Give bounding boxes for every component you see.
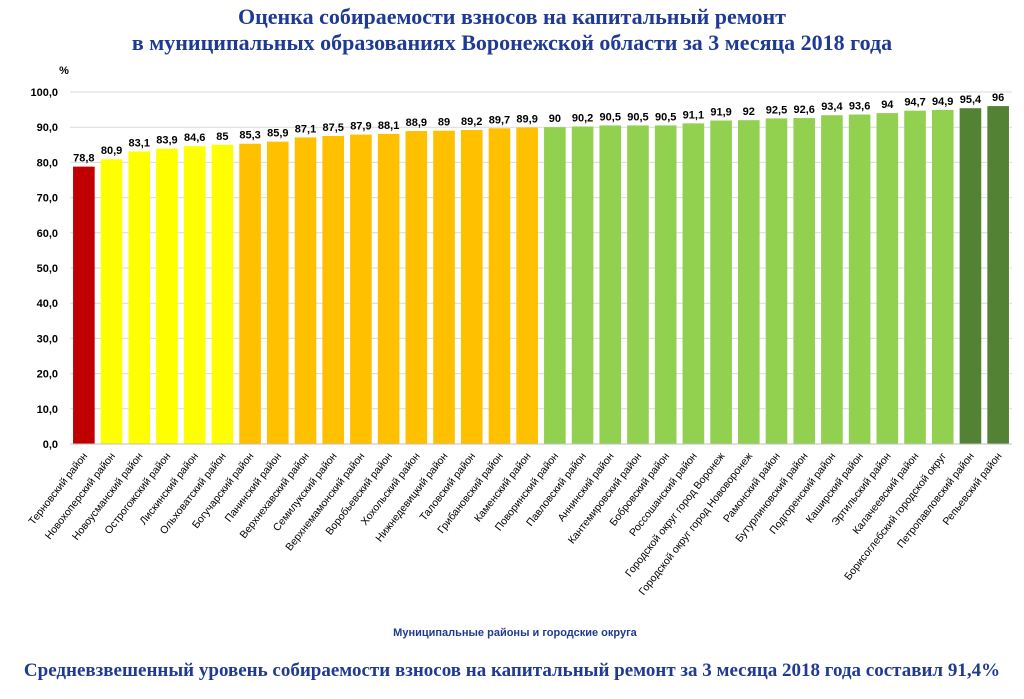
y-tick-label: 30,0 [37, 333, 58, 345]
bar [737, 120, 760, 444]
data-label: 93,4 [821, 101, 843, 113]
bar [710, 120, 732, 445]
data-label: 90,5 [655, 111, 676, 123]
bar [211, 144, 234, 445]
data-label: 88,9 [406, 117, 427, 129]
bar [544, 127, 566, 444]
data-label: 83,1 [129, 137, 150, 149]
chart-title-line1: Оценка собираемости взносов на капитальн… [238, 4, 786, 29]
data-label: 78,8 [73, 153, 94, 165]
chart-title: Оценка собираемости взносов на капитальн… [0, 4, 1024, 56]
bar [904, 110, 926, 444]
y-axis-label: % [59, 65, 69, 77]
bar [627, 125, 649, 444]
data-label: 93,6 [849, 101, 870, 113]
data-label: 95,4 [960, 94, 982, 106]
y-tick-label: 60,0 [37, 228, 58, 240]
y-tick-label: 40,0 [37, 298, 58, 310]
data-label: 84,6 [184, 132, 205, 144]
bar [156, 148, 178, 444]
value-labels: 78,8 80,9 83,1 83,9 84,6 85 85,3 85,9 87,1 87,5 87… [73, 92, 1004, 165]
data-label: 85 [216, 131, 228, 143]
data-label: 89 [438, 117, 450, 129]
data-label: 83,9 [156, 135, 177, 147]
bar [128, 151, 151, 444]
y-tick-label: 0,0 [43, 439, 58, 451]
data-label: 94 [881, 99, 894, 111]
bar [848, 114, 871, 444]
grid-lines [70, 91, 1012, 445]
bar [433, 130, 455, 444]
data-label: 88,1 [378, 120, 399, 132]
bar [460, 130, 483, 445]
bar [793, 118, 816, 444]
data-label: 91,1 [683, 109, 704, 121]
data-label: 80,9 [101, 145, 122, 157]
y-tick-label: 50,0 [37, 263, 58, 275]
data-label: 94,9 [932, 96, 953, 108]
bar [682, 123, 705, 444]
data-label: 89,2 [461, 116, 482, 128]
bar [987, 106, 1009, 444]
data-label: 90,5 [627, 111, 648, 123]
bar [405, 131, 428, 444]
bar [931, 109, 954, 445]
y-tick-label: 20,0 [37, 369, 58, 381]
bar [821, 115, 843, 445]
bar [239, 143, 261, 444]
footer-summary: Средневзвешенный уровень собираемости вз… [23, 660, 1001, 681]
data-label: 87,9 [350, 121, 371, 133]
bar [100, 159, 123, 444]
x-axis-label: Муниципальные районы и городские округа [393, 627, 638, 639]
data-label: 91,9 [710, 107, 731, 119]
data-label: 94,7 [904, 97, 925, 109]
bar [377, 133, 400, 444]
data-label: 89,7 [489, 114, 510, 126]
y-tick-label: 70,0 [37, 193, 58, 205]
bars [73, 106, 1009, 445]
bar [516, 127, 538, 444]
data-label: 92,6 [793, 104, 814, 116]
data-label: 85,3 [239, 130, 260, 142]
data-label: 90 [549, 113, 561, 125]
bar [183, 146, 206, 444]
data-label: 85,9 [267, 128, 288, 140]
bar [488, 128, 511, 445]
bar [765, 118, 788, 445]
chart-title-line2: в муниципальных образованиях Воронежской… [131, 30, 893, 55]
data-label: 87,5 [322, 122, 343, 134]
data-label: 90,2 [572, 112, 593, 124]
bar [599, 125, 622, 444]
bar-chart: 0,0 10,0 20,0 30,0 40,0 50,0 60,0 70,0 80,0 90,0 1… [26, 65, 1012, 639]
data-label: 96 [992, 92, 1004, 104]
data-label: 87,1 [295, 123, 316, 135]
data-label: 89,9 [516, 114, 537, 126]
bar [876, 113, 899, 445]
data-label: 92,5 [766, 104, 787, 116]
bar [654, 125, 677, 444]
bar [73, 166, 95, 444]
bar [322, 136, 345, 444]
y-axis: 0,0 10,0 20,0 30,0 40,0 50,0 60,0 70,0 80,0 90,0 1… [30, 87, 58, 451]
bar [294, 137, 317, 444]
data-label: 92 [743, 106, 755, 118]
bar [350, 134, 372, 445]
data-label: 90,5 [600, 111, 621, 123]
y-tick-label: 100,0 [30, 87, 58, 99]
bar [959, 108, 982, 444]
y-tick-label: 10,0 [37, 404, 58, 416]
bar [266, 141, 289, 444]
y-tick-label: 80,0 [37, 157, 58, 169]
y-tick-label: 90,0 [37, 122, 58, 134]
bar [571, 126, 594, 444]
